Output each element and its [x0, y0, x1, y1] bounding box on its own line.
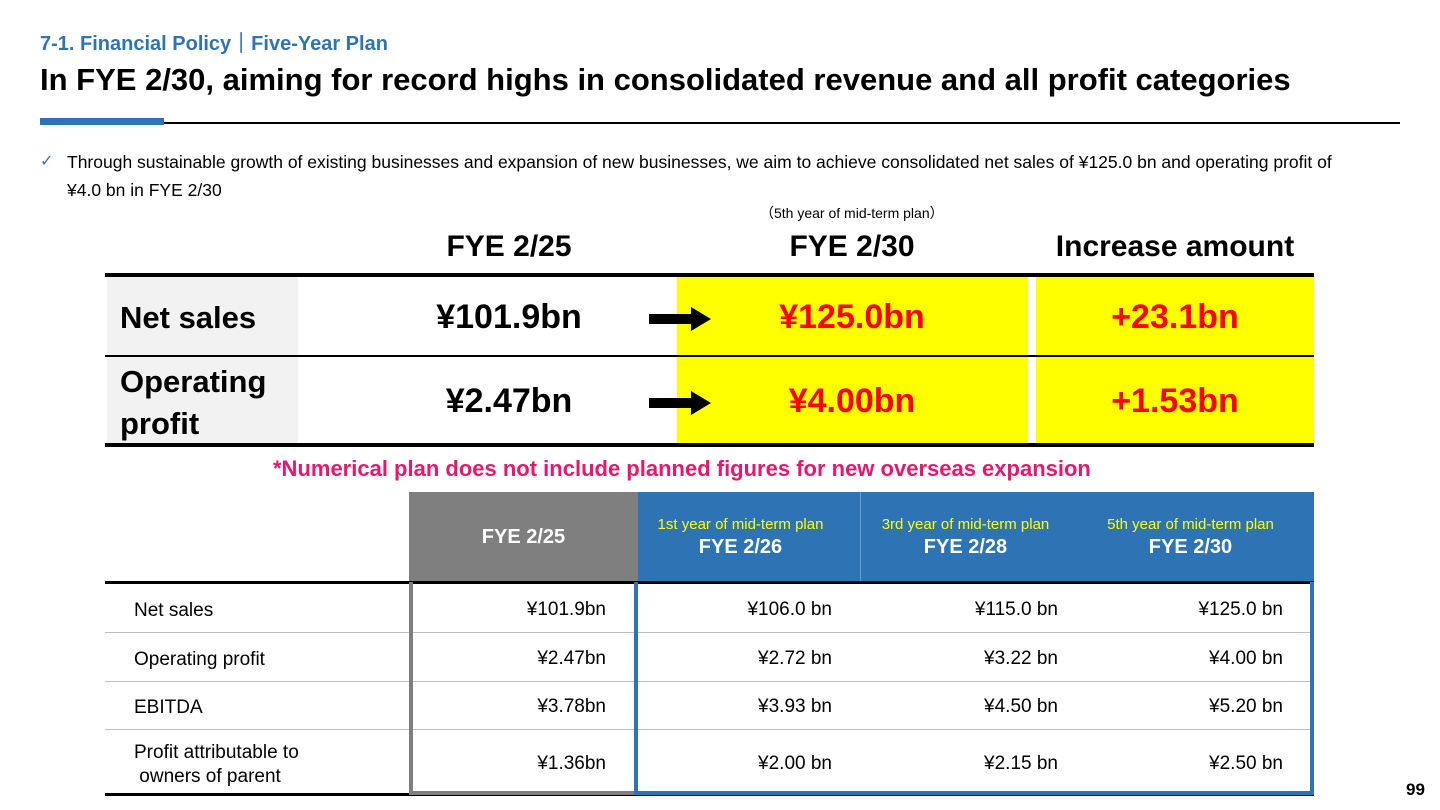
plan-header-cell: 3rd year of mid-term plan FYE 2/28 — [853, 492, 1078, 582]
detail-plan-value: ¥106.0 bn — [747, 599, 832, 620]
plan-header-cell: 1st year of mid-term plan FYE 2/26 — [628, 492, 853, 582]
disclaimer-note: *Numerical plan does not include planned… — [273, 456, 1091, 481]
summary-target-value: ¥125.0bn — [779, 298, 925, 336]
detail-row-label-line: Profit attributable to — [134, 742, 299, 763]
section-label: 7-1. Financial Policy｜Five-Year Plan — [40, 33, 388, 55]
detail-top-rule — [105, 581, 1314, 584]
detail-plan-value: ¥115.0 bn — [974, 599, 1058, 620]
plan-fy-label: FYE 2/30 — [1148, 535, 1233, 558]
summary-increase-value: +1.53bn — [1111, 382, 1239, 420]
summary-row-label: Net sales — [107, 277, 298, 355]
slide-title: In FYE 2/30, aiming for record highs in … — [40, 62, 1291, 97]
detail-plan-value: ¥2.00 bn — [758, 753, 832, 774]
detail-plan-value: ¥125.0 bn — [1198, 599, 1283, 620]
summary-base-value: ¥101.9bn — [436, 298, 582, 336]
detail-base-value: ¥101.9bn — [526, 599, 606, 620]
detail-plan-value: ¥4.50 bn — [984, 696, 1058, 717]
detail-plan-value: ¥5.20 bn — [1209, 696, 1283, 717]
detail-plan-value: ¥3.22 bn — [984, 648, 1058, 669]
summary-bottom-rule — [105, 443, 1314, 447]
summary-top-rule — [105, 273, 1314, 277]
detail-base-value: ¥2.47bn — [537, 648, 606, 669]
plan-fy-label: FYE 2/26 — [698, 535, 783, 558]
summary-row-label: Operating profit — [107, 357, 298, 443]
lead-bullet: ✓ Through sustainable growth of existing… — [40, 148, 1370, 204]
detail-row-label: Net sales — [134, 600, 214, 621]
detail-plan-value: ¥2.15 bn — [984, 753, 1058, 774]
plan-year-label: 1st year of mid-term plan — [657, 515, 824, 533]
summary-header-base: FYE 2/25 — [446, 230, 572, 263]
row-divider — [105, 632, 1314, 633]
detail-header-plan: 1st year of mid-term plan FYE 2/26 3rd y… — [638, 492, 1314, 582]
summary-header-increase: Increase amount — [1055, 230, 1295, 263]
detail-header-base: FYE 2/25 — [409, 492, 638, 582]
title-accent-bar — [40, 118, 164, 125]
right-arrow-icon — [649, 307, 711, 331]
detail-base-value: ¥3.78bn — [537, 696, 606, 717]
plan-fy-label: FYE 2/28 — [923, 535, 1008, 558]
detail-plan-value: ¥2.50 bn — [1209, 753, 1283, 774]
row-divider — [105, 681, 1314, 682]
row-divider — [105, 729, 1314, 730]
detail-plan-value: ¥2.72 bn — [758, 648, 832, 669]
title-divider — [40, 122, 1400, 124]
header-separator — [860, 492, 861, 582]
detail-base-value: ¥1.36bn — [537, 753, 606, 774]
right-arrow-icon — [649, 391, 711, 415]
increase-highlight — [1036, 276, 1314, 444]
summary-target-value: ¥4.00bn — [788, 382, 916, 420]
detail-row-label-line: owners of parent — [134, 766, 281, 787]
summary-header-target: FYE 2/30 — [789, 230, 915, 263]
checkmark-icon: ✓ — [40, 153, 54, 170]
detail-plan-value: ¥3.93 bn — [758, 696, 832, 717]
detail-row-label: EBITDA — [134, 697, 203, 718]
summary-mid-rule — [105, 355, 1314, 357]
target-highlight — [677, 276, 1028, 444]
lead-text: Through sustainable growth of existing b… — [67, 152, 1332, 200]
detail-row-label: Profit attributable to owners of parent — [134, 741, 299, 789]
plan-year-label: 3rd year of mid-term plan — [881, 515, 1050, 533]
detail-row-label: Operating profit — [134, 649, 265, 670]
summary-increase-value: +23.1bn — [1111, 298, 1239, 336]
summary-base-value: ¥2.47bn — [445, 382, 573, 420]
plan-columns-frame — [634, 582, 1314, 795]
page-number: 99 — [1406, 780, 1425, 799]
plan-header-cell: 5th year of mid-term plan FYE 2/30 — [1078, 492, 1303, 582]
midterm-note: （5th year of mid-term plan） — [760, 205, 944, 221]
plan-year-label: 5th year of mid-term plan — [1107, 515, 1274, 533]
detail-plan-value: ¥4.00 bn — [1209, 648, 1283, 669]
